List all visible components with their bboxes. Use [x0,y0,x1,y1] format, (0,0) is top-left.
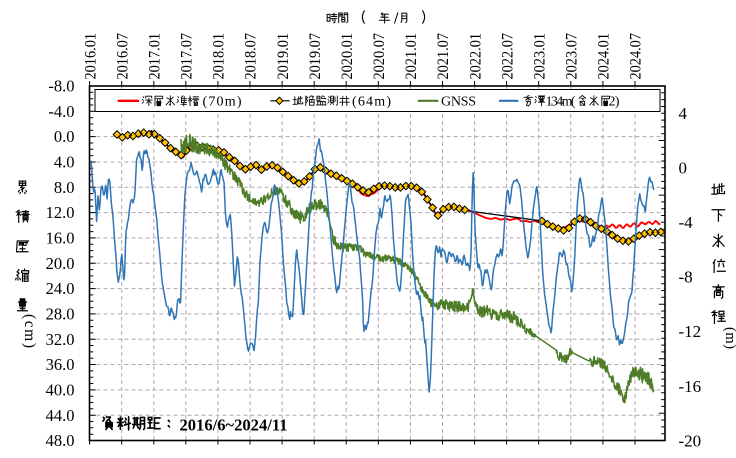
svg-text:20.0: 20.0 [46,254,75,273]
svg-text:2016/6~2024/11: 2016/6~2024/11 [180,416,288,435]
svg-text:(70m): (70m) [203,95,242,110]
svg-text:40.0: 40.0 [46,381,75,400]
svg-text:2017.07: 2017.07 [179,33,196,80]
svg-text:2021.07: 2021.07 [435,33,452,80]
svg-text:4: 4 [679,104,688,123]
svg-text:2020.01: 2020.01 [339,33,356,80]
svg-text:32.0: 32.0 [46,330,75,349]
svg-text:-4.0: -4.0 [48,102,74,121]
svg-text:2): 2) [609,95,620,110]
svg-text:2024.01: 2024.01 [596,33,613,80]
svg-text:48.0: 48.0 [46,431,75,450]
svg-text:2020.07: 2020.07 [371,33,388,80]
svg-text:4.0: 4.0 [54,153,75,172]
svg-text:36.0: 36.0 [46,355,75,374]
svg-text:2019.07: 2019.07 [307,33,324,80]
svg-text:44.0: 44.0 [46,406,75,425]
svg-text:134m(: 134m( [546,95,576,110]
svg-text:2022.01: 2022.01 [467,33,484,80]
svg-text:(cm): (cm) [21,314,38,348]
svg-text:(64m): (64m) [352,95,391,110]
svg-text:2018.01: 2018.01 [211,33,228,80]
svg-text:12.0: 12.0 [46,203,75,222]
svg-text:2021.01: 2021.01 [403,33,420,80]
svg-text:2016.07: 2016.07 [114,33,131,80]
svg-text:2023.01: 2023.01 [531,33,548,80]
svg-text:8.0: 8.0 [54,178,75,197]
svg-text:2023.07: 2023.07 [564,33,581,80]
svg-text:0.0: 0.0 [54,127,75,146]
svg-text:2018.07: 2018.07 [243,33,260,80]
svg-text:2016.01: 2016.01 [82,33,99,80]
svg-text:28.0: 28.0 [46,305,75,324]
svg-text:-4: -4 [679,213,694,232]
svg-text:2017.01: 2017.01 [147,33,164,80]
svg-text:-12: -12 [679,322,702,341]
svg-text:-20: -20 [679,431,702,450]
svg-text:GNSS: GNSS [441,95,476,110]
svg-text:(m): (m) [722,327,736,349]
svg-text:16.0: 16.0 [46,229,75,248]
svg-text:-8.0: -8.0 [48,77,74,96]
svg-text:2022.07: 2022.07 [499,33,516,80]
svg-text:2024.07: 2024.07 [628,33,645,80]
svg-text:2019.01: 2019.01 [275,33,292,80]
svg-text:-8: -8 [679,268,693,287]
svg-text:0: 0 [679,159,688,178]
svg-text:-16: -16 [679,377,702,396]
svg-text:24.0: 24.0 [46,279,75,298]
